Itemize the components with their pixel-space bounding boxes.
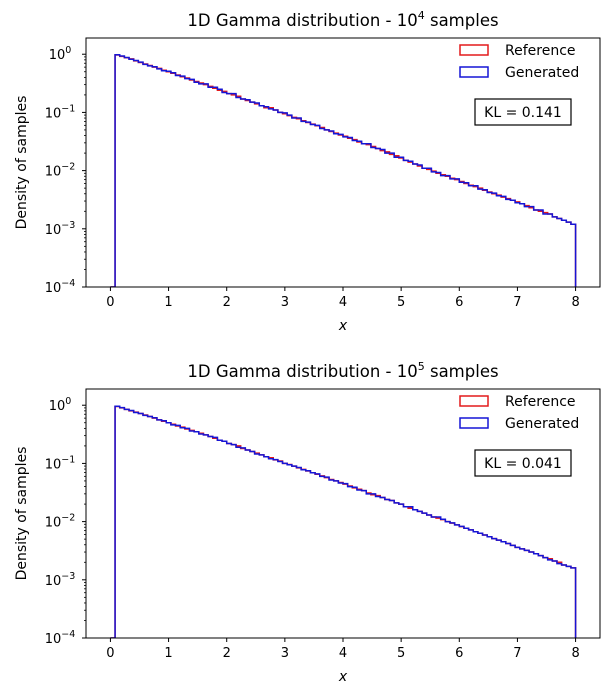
y-tick-base: 10 xyxy=(45,516,62,531)
title-exponent: 4 xyxy=(418,9,425,22)
series-line-generated xyxy=(110,405,577,638)
y-tick-label: 10−1 xyxy=(45,454,76,472)
x-tick-label: 5 xyxy=(397,646,405,661)
legend-label-reference: Reference xyxy=(505,394,576,410)
kl-annotation-box xyxy=(474,449,572,477)
x-tick-label: 0 xyxy=(106,646,114,661)
legend-swatch-reference xyxy=(459,44,489,56)
y-tick-base: 10 xyxy=(45,632,62,647)
legend-swatch-reference xyxy=(459,395,489,407)
x-tick-label: 4 xyxy=(339,295,347,310)
x-tick-label: 7 xyxy=(513,295,521,310)
y-tick-base: 10 xyxy=(45,106,62,121)
chart-title: 1D Gamma distribution - 105 samples xyxy=(187,360,498,381)
y-tick-base: 10 xyxy=(49,399,66,414)
y-tick-exponent: −4 xyxy=(61,629,75,640)
kl-annotation-text: KL = 0.041 xyxy=(484,456,562,472)
title-suffix: samples xyxy=(425,11,499,30)
x-tick-label: 1 xyxy=(164,295,172,310)
x-tick-label: 0 xyxy=(106,295,114,310)
y-axis-label: Density of samples xyxy=(14,447,30,581)
x-tick-label: 2 xyxy=(223,295,231,310)
y-tick-base: 10 xyxy=(45,457,62,472)
legend-label-generated: Generated xyxy=(505,65,579,81)
legend-label-reference: Reference xyxy=(505,43,576,59)
y-tick-base: 10 xyxy=(49,48,66,63)
x-axis-label: x xyxy=(338,318,348,334)
chart-title: 1D Gamma distribution - 104 samples xyxy=(187,9,498,30)
y-tick-exponent: −3 xyxy=(61,220,75,231)
y-tick-label: 10−4 xyxy=(45,278,76,296)
kl-annotation-text: KL = 0.141 xyxy=(484,105,562,121)
y-tick-label: 10−3 xyxy=(45,571,76,589)
legend-swatch-generated xyxy=(459,417,489,429)
y-tick-label: 100 xyxy=(49,45,72,63)
y-tick-label: 10−3 xyxy=(45,220,76,238)
series-line-generated xyxy=(110,53,577,287)
series-line-reference xyxy=(110,405,577,638)
y-tick-exponent: −4 xyxy=(61,278,75,289)
x-tick-label: 6 xyxy=(455,646,463,661)
y-tick-base: 10 xyxy=(45,223,62,238)
y-tick-exponent: 0 xyxy=(65,45,71,56)
y-tick-exponent: −1 xyxy=(61,103,75,114)
x-tick-label: 7 xyxy=(513,646,521,661)
y-tick-exponent: −3 xyxy=(61,571,75,582)
y-tick-exponent: −2 xyxy=(61,162,75,173)
x-tick-label: 3 xyxy=(281,646,289,661)
y-tick-exponent: −1 xyxy=(61,454,75,465)
y-tick-label: 10−4 xyxy=(45,629,76,647)
title-exponent: 5 xyxy=(418,360,425,373)
x-tick-label: 5 xyxy=(397,295,405,310)
y-tick-exponent: −2 xyxy=(61,513,75,524)
title-suffix: samples xyxy=(425,362,499,381)
series-line-reference xyxy=(110,54,577,287)
kl-annotation-box xyxy=(474,98,572,126)
y-axis-label: Density of samples xyxy=(14,96,30,230)
legend-label-generated: Generated xyxy=(505,416,579,432)
y-tick-base: 10 xyxy=(45,165,62,180)
y-tick-base: 10 xyxy=(45,281,62,296)
title-text: 1D Gamma distribution - 10 xyxy=(187,362,417,381)
y-tick-label: 10−2 xyxy=(45,513,76,531)
x-tick-label: 2 xyxy=(223,646,231,661)
x-tick-label: 8 xyxy=(571,646,579,661)
y-tick-label: 10−2 xyxy=(45,162,76,180)
x-tick-label: 1 xyxy=(164,646,172,661)
x-tick-label: 8 xyxy=(571,295,579,310)
title-text: 1D Gamma distribution - 10 xyxy=(187,11,417,30)
y-tick-base: 10 xyxy=(45,574,62,589)
legend-swatch-generated xyxy=(459,66,489,78)
x-tick-label: 4 xyxy=(339,646,347,661)
x-tick-label: 3 xyxy=(281,295,289,310)
y-tick-label: 100 xyxy=(49,396,72,414)
x-tick-label: 6 xyxy=(455,295,463,310)
x-axis-label: x xyxy=(338,669,348,684)
y-tick-exponent: 0 xyxy=(65,396,71,407)
y-tick-label: 10−1 xyxy=(45,103,76,121)
